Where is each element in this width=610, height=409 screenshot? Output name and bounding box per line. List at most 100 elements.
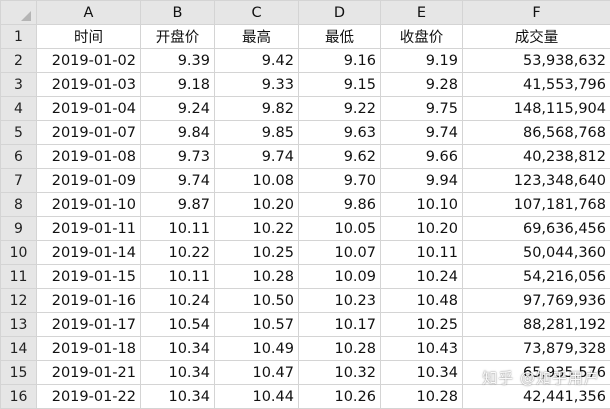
row-header[interactable]: 14 — [1, 337, 37, 361]
cell-date[interactable]: 2019-01-11 — [37, 217, 141, 241]
cell-date[interactable]: 2019-01-07 — [37, 121, 141, 145]
cell-volume[interactable]: 53,938,632 — [463, 49, 610, 73]
cell-volume[interactable]: 97,769,936 — [463, 289, 610, 313]
cell-high[interactable]: 10.25 — [215, 241, 299, 265]
cell-low[interactable]: 9.63 — [299, 121, 381, 145]
cell-close[interactable]: 10.11 — [381, 241, 463, 265]
cell-header-open[interactable]: 开盘价 — [141, 25, 215, 49]
cell-high[interactable]: 9.82 — [215, 97, 299, 121]
cell-high[interactable]: 10.08 — [215, 169, 299, 193]
row-header[interactable]: 15 — [1, 361, 37, 385]
cell-open[interactable]: 9.87 — [141, 193, 215, 217]
cell-open[interactable]: 10.34 — [141, 337, 215, 361]
cell-low[interactable]: 10.28 — [299, 337, 381, 361]
cell-close[interactable]: 9.94 — [381, 169, 463, 193]
column-header-a[interactable]: A — [37, 1, 141, 25]
cell-open[interactable]: 10.11 — [141, 217, 215, 241]
cell-header-high[interactable]: 最高 — [215, 25, 299, 49]
cell-date[interactable]: 2019-01-10 — [37, 193, 141, 217]
cell-low[interactable]: 10.26 — [299, 385, 381, 409]
cell-close[interactable]: 10.25 — [381, 313, 463, 337]
cell-header-low[interactable]: 最低 — [299, 25, 381, 49]
row-header[interactable]: 12 — [1, 289, 37, 313]
cell-close[interactable]: 10.34 — [381, 361, 463, 385]
row-header[interactable]: 13 — [1, 313, 37, 337]
cell-date[interactable]: 2019-01-16 — [37, 289, 141, 313]
cell-open[interactable]: 10.54 — [141, 313, 215, 337]
row-header[interactable]: 4 — [1, 97, 37, 121]
cell-low[interactable]: 9.62 — [299, 145, 381, 169]
cell-close[interactable]: 9.74 — [381, 121, 463, 145]
cell-low[interactable]: 10.09 — [299, 265, 381, 289]
cell-low[interactable]: 10.32 — [299, 361, 381, 385]
cell-high[interactable]: 10.22 — [215, 217, 299, 241]
cell-volume[interactable]: 123,348,640 — [463, 169, 610, 193]
cell-volume[interactable]: 148,115,904 — [463, 97, 610, 121]
cell-open[interactable]: 9.18 — [141, 73, 215, 97]
cell-close[interactable]: 10.24 — [381, 265, 463, 289]
cell-open[interactable]: 10.34 — [141, 361, 215, 385]
cell-high[interactable]: 9.85 — [215, 121, 299, 145]
column-header-e[interactable]: E — [381, 1, 463, 25]
cell-volume[interactable]: 69,636,456 — [463, 217, 610, 241]
cell-close[interactable]: 10.28 — [381, 385, 463, 409]
cell-volume[interactable]: 41,553,796 — [463, 73, 610, 97]
cell-close[interactable]: 10.10 — [381, 193, 463, 217]
select-all-corner[interactable] — [1, 1, 37, 25]
cell-date[interactable]: 2019-01-14 — [37, 241, 141, 265]
cell-date[interactable]: 2019-01-22 — [37, 385, 141, 409]
cell-low[interactable]: 10.05 — [299, 217, 381, 241]
cell-low[interactable]: 10.23 — [299, 289, 381, 313]
cell-date[interactable]: 2019-01-09 — [37, 169, 141, 193]
cell-date[interactable]: 2019-01-17 — [37, 313, 141, 337]
cell-date[interactable]: 2019-01-21 — [37, 361, 141, 385]
cell-date[interactable]: 2019-01-15 — [37, 265, 141, 289]
cell-header-volume[interactable]: 成交量 — [463, 25, 610, 49]
cell-open[interactable]: 9.39 — [141, 49, 215, 73]
cell-close[interactable]: 9.66 — [381, 145, 463, 169]
cell-high[interactable]: 10.49 — [215, 337, 299, 361]
cell-volume[interactable]: 50,044,360 — [463, 241, 610, 265]
cell-high[interactable]: 10.57 — [215, 313, 299, 337]
cell-high[interactable]: 9.74 — [215, 145, 299, 169]
cell-open[interactable]: 10.34 — [141, 385, 215, 409]
cell-close[interactable]: 9.28 — [381, 73, 463, 97]
cell-open[interactable]: 9.74 — [141, 169, 215, 193]
cell-open[interactable]: 9.24 — [141, 97, 215, 121]
cell-close[interactable]: 10.43 — [381, 337, 463, 361]
cell-volume[interactable]: 86,568,768 — [463, 121, 610, 145]
cell-volume[interactable]: 42,441,356 — [463, 385, 610, 409]
cell-volume[interactable]: 73,879,328 — [463, 337, 610, 361]
row-header[interactable]: 16 — [1, 385, 37, 409]
cell-low[interactable]: 10.07 — [299, 241, 381, 265]
cell-header-close[interactable]: 收盘价 — [381, 25, 463, 49]
row-header[interactable]: 10 — [1, 241, 37, 265]
cell-high[interactable]: 10.28 — [215, 265, 299, 289]
cell-open[interactable]: 9.73 — [141, 145, 215, 169]
cell-open[interactable]: 9.84 — [141, 121, 215, 145]
cell-high[interactable]: 9.42 — [215, 49, 299, 73]
cell-high[interactable]: 10.44 — [215, 385, 299, 409]
cell-high[interactable]: 10.20 — [215, 193, 299, 217]
column-header-f[interactable]: F — [463, 1, 610, 25]
row-header[interactable]: 1 — [1, 25, 37, 49]
cell-date[interactable]: 2019-01-03 — [37, 73, 141, 97]
cell-high[interactable]: 10.50 — [215, 289, 299, 313]
cell-close[interactable]: 10.20 — [381, 217, 463, 241]
row-header[interactable]: 8 — [1, 193, 37, 217]
cell-low[interactable]: 9.15 — [299, 73, 381, 97]
cell-high[interactable]: 10.47 — [215, 361, 299, 385]
row-header[interactable]: 6 — [1, 145, 37, 169]
cell-volume[interactable]: 54,216,056 — [463, 265, 610, 289]
cell-high[interactable]: 9.33 — [215, 73, 299, 97]
row-header[interactable]: 7 — [1, 169, 37, 193]
row-header[interactable]: 9 — [1, 217, 37, 241]
cell-date[interactable]: 2019-01-02 — [37, 49, 141, 73]
cell-date[interactable]: 2019-01-04 — [37, 97, 141, 121]
cell-volume[interactable]: 107,181,768 — [463, 193, 610, 217]
row-header[interactable]: 11 — [1, 265, 37, 289]
cell-open[interactable]: 10.24 — [141, 289, 215, 313]
column-header-d[interactable]: D — [299, 1, 381, 25]
cell-close[interactable]: 9.19 — [381, 49, 463, 73]
cell-low[interactable]: 10.17 — [299, 313, 381, 337]
